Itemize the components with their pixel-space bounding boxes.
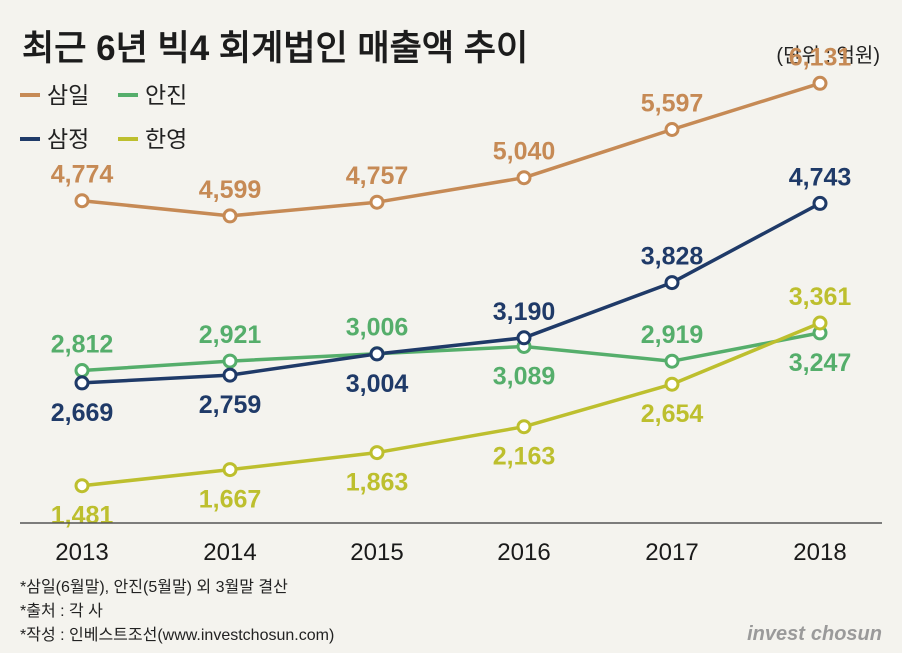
footnote-fiscal: *삼일(6월말), 안진(5월말) 외 3월말 결산 bbox=[20, 578, 288, 596]
legend-label: 삼일 bbox=[47, 82, 89, 108]
x-tick-label: 2013 bbox=[55, 539, 108, 566]
data-label: 2,812 bbox=[51, 331, 114, 359]
data-label: 4,774 bbox=[51, 161, 114, 189]
series-line bbox=[81, 201, 821, 385]
data-label: 3,089 bbox=[493, 363, 556, 391]
x-tick-label: 2016 bbox=[497, 539, 550, 566]
data-point bbox=[222, 353, 238, 369]
data-label: 5,597 bbox=[641, 90, 704, 118]
data-label: 1,481 bbox=[51, 502, 114, 530]
brand-part2: chosun bbox=[811, 623, 882, 645]
x-tick-label: 2018 bbox=[793, 539, 846, 566]
series-line bbox=[81, 331, 821, 373]
data-point bbox=[664, 122, 680, 137]
data-point bbox=[222, 462, 238, 478]
data-point bbox=[812, 75, 828, 91]
legend-label: 안진 bbox=[145, 82, 187, 108]
unit-label: (단위 : 억원) bbox=[776, 44, 880, 67]
chart-title: 최근 6년 빅4 회계법인 매출액 추이 bbox=[22, 29, 528, 68]
data-label: 2,654 bbox=[641, 400, 704, 428]
series-line bbox=[81, 321, 821, 488]
data-point bbox=[222, 367, 238, 383]
data-label: 2,919 bbox=[641, 321, 704, 349]
footnote-author: *작성 : 인베스트조선(www.investchosun.com) bbox=[20, 626, 334, 644]
series-lines bbox=[81, 81, 821, 488]
x-axis-ticks: 2013 2014 2015 2016 2017 2018 bbox=[55, 539, 846, 566]
data-point bbox=[222, 208, 238, 224]
data-label: 6,131 bbox=[789, 43, 852, 71]
data-label: 3,006 bbox=[346, 314, 409, 342]
data-point bbox=[516, 419, 532, 435]
data-label: 2,921 bbox=[199, 321, 262, 349]
data-label: 5,040 bbox=[493, 138, 556, 166]
brand-part1: invest bbox=[747, 623, 806, 645]
series-line bbox=[81, 81, 821, 218]
data-label: 2,669 bbox=[51, 399, 114, 427]
data-point bbox=[369, 346, 385, 362]
data-label: 2,759 bbox=[199, 391, 262, 419]
data-labels: 4,774 4,599 4,757 5,040 5,597 6,131 2,812 2,921… bbox=[51, 43, 852, 529]
data-label: 3,828 bbox=[641, 243, 704, 271]
data-label: 3,247 bbox=[789, 349, 852, 377]
data-label: 4,757 bbox=[346, 162, 409, 190]
legend-label: 한영 bbox=[145, 126, 187, 152]
data-point bbox=[664, 376, 680, 392]
data-label: 1,863 bbox=[346, 469, 409, 497]
data-point bbox=[664, 353, 680, 369]
x-tick-label: 2015 bbox=[350, 539, 403, 566]
data-point bbox=[74, 193, 90, 209]
data-point bbox=[516, 330, 532, 346]
data-label: 3,004 bbox=[346, 370, 409, 398]
footnote-source: *출처 : 각 사 bbox=[20, 602, 103, 620]
data-point bbox=[664, 275, 680, 291]
legend-label: 삼정 bbox=[47, 126, 89, 152]
x-tick-label: 2014 bbox=[203, 539, 256, 566]
data-point bbox=[74, 375, 90, 391]
series-markers bbox=[74, 75, 828, 494]
data-point bbox=[369, 445, 385, 461]
data-label: 1,667 bbox=[199, 486, 262, 514]
data-label: 4,743 bbox=[789, 163, 852, 191]
data-point bbox=[369, 194, 385, 210]
data-label: 4,599 bbox=[199, 176, 262, 204]
data-label: 3,361 bbox=[789, 283, 852, 311]
data-label: 3,190 bbox=[493, 298, 556, 326]
data-point bbox=[812, 195, 828, 211]
data-label: 2,163 bbox=[493, 443, 556, 471]
data-point bbox=[74, 363, 90, 378]
brand-logo: invest chosun bbox=[747, 623, 882, 645]
data-point bbox=[516, 170, 532, 186]
data-point bbox=[812, 315, 828, 331]
data-point bbox=[74, 478, 90, 494]
x-tick-label: 2017 bbox=[645, 539, 698, 566]
